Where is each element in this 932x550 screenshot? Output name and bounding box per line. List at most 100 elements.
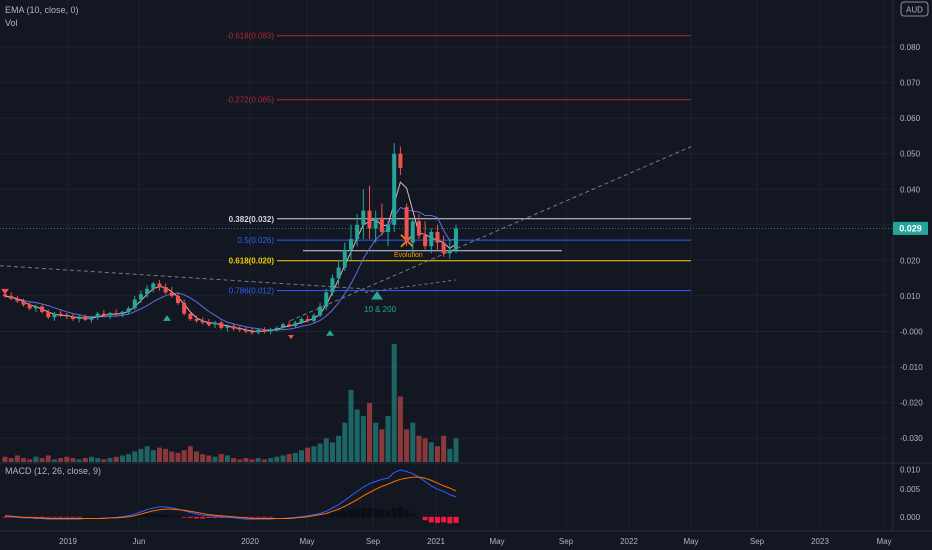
volume-bar	[175, 452, 181, 462]
candle-body	[95, 313, 100, 318]
last-price-tag: 0.029	[893, 221, 928, 235]
candle-body	[175, 295, 180, 304]
macd-histogram-bar	[280, 516, 286, 518]
macd-histogram-bar	[88, 516, 94, 518]
volume-bar	[21, 458, 27, 462]
candle-body	[33, 306, 38, 309]
volume-bar	[342, 422, 348, 462]
candle-body	[21, 301, 26, 305]
macd-histogram-bar	[156, 514, 162, 517]
macd-histogram-bar	[416, 516, 422, 518]
fib-label: 0.382(0.032)	[229, 215, 275, 224]
candle-body	[219, 322, 224, 328]
candle-body	[311, 315, 316, 321]
macd-histogram-bar	[323, 514, 329, 517]
volume-bar	[360, 416, 366, 462]
volume-bar	[268, 458, 274, 462]
price-tick-label: 0.040	[900, 185, 921, 194]
candle-body	[281, 324, 286, 328]
candle-body	[58, 313, 63, 316]
macd-histogram-bar	[200, 516, 206, 519]
macd-histogram-bar	[329, 513, 335, 517]
volume-bar	[231, 458, 237, 462]
volume-bar	[373, 422, 379, 462]
price-tick-label: 0.070	[900, 79, 921, 88]
candle-body	[324, 292, 329, 307]
candle-body	[429, 231, 434, 247]
time-tick-label: 2019	[59, 537, 77, 546]
candle-body	[447, 249, 452, 254]
volume-bar	[292, 452, 298, 462]
price-tick-label: -0.020	[900, 399, 923, 408]
volume-bar	[379, 429, 385, 462]
time-tick-label: Sep	[559, 537, 574, 546]
time-tick-label: Sep	[750, 537, 765, 546]
macd-histogram-bar	[367, 508, 373, 517]
volume-bar	[76, 459, 82, 462]
candle-body	[256, 329, 261, 333]
candle-body	[454, 228, 458, 250]
candle-body	[373, 217, 378, 229]
candle-body	[386, 224, 391, 232]
macd-histogram-bar	[391, 508, 397, 517]
volume-bar	[274, 456, 280, 462]
macd-histogram-bar	[218, 516, 224, 518]
volume-bar	[163, 448, 169, 462]
macd-histogram-bar	[243, 516, 249, 518]
candle-body	[114, 312, 119, 315]
macd-histogram-bar	[82, 516, 88, 518]
grid	[0, 0, 893, 531]
macd-histogram-bar	[113, 516, 119, 518]
macd-histogram-bar	[150, 514, 156, 517]
currency-badge[interactable]: AUD	[900, 1, 929, 17]
candle-body	[299, 319, 304, 323]
macd-histogram-bar	[441, 516, 447, 523]
macd-histogram-bar	[360, 508, 366, 517]
last-price-label: 0.029	[899, 223, 922, 233]
macd-histogram-bar	[163, 514, 169, 517]
macd-histogram-bar	[45, 516, 51, 518]
ema-legend[interactable]: EMA (10, close, 0)	[5, 5, 79, 15]
volume-bar	[218, 454, 224, 462]
candle-body	[243, 329, 248, 332]
volume-bar	[206, 455, 212, 462]
volume-bar	[88, 456, 94, 462]
macd-histogram-bar	[286, 516, 292, 518]
volume-bar	[441, 435, 447, 462]
candle-body	[348, 239, 353, 250]
volume-bar	[367, 403, 373, 462]
volume-bar	[45, 455, 51, 462]
macd-histogram-bar	[58, 516, 64, 518]
time-tick-label: 2023	[811, 537, 829, 546]
macd-legend[interactable]: MACD (12, 26, close, 9)	[5, 466, 101, 476]
volume-bar	[243, 458, 249, 462]
macd-histogram-bar	[95, 516, 101, 518]
time-tick-label: 2022	[620, 537, 638, 546]
macd-histogram-bar	[138, 514, 144, 517]
macd-histogram-bar	[51, 516, 57, 518]
price-tick-label: -0.010	[900, 363, 923, 372]
macd-histogram-bar	[336, 512, 342, 517]
macd-histogram-bar	[342, 510, 348, 517]
volume-bar	[237, 459, 243, 462]
annotation-label: Evolution	[394, 252, 423, 259]
time-tick-label: May	[489, 537, 504, 546]
macd-histogram-bar	[187, 516, 193, 518]
vol-legend[interactable]: Vol	[5, 18, 18, 28]
volume-bar	[385, 416, 391, 462]
candle-body	[169, 292, 174, 296]
candle-body	[318, 306, 323, 316]
volume-bar	[428, 442, 434, 462]
candle-body	[355, 224, 360, 240]
volume-bar	[113, 456, 119, 462]
candle-body	[151, 283, 156, 289]
macd-histogram-bar	[175, 516, 181, 518]
candle-body	[250, 331, 255, 333]
macd-histogram-bar	[268, 516, 274, 518]
volume-bar	[156, 447, 162, 462]
candle-body	[108, 312, 113, 316]
volume-bar	[329, 442, 335, 462]
volume-bar	[397, 396, 403, 462]
macd-histogram-bar	[70, 516, 76, 518]
